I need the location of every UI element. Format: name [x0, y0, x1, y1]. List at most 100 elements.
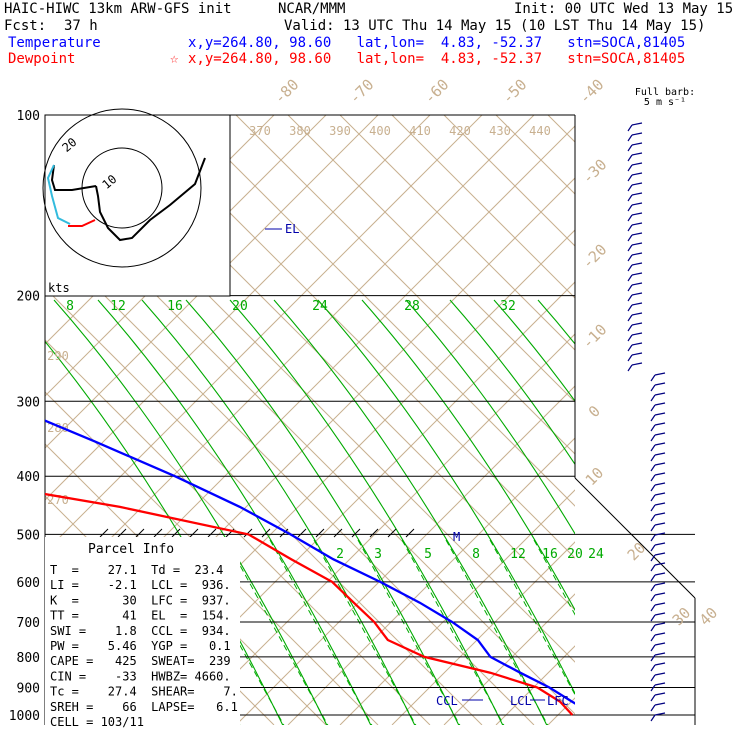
temperature-profile: [45, 419, 575, 705]
parcel-row: CIN = -33 HWBZ= 4660.: [50, 669, 231, 683]
lcl-label: LCL: [510, 694, 532, 708]
hatch-mark: [135, 528, 145, 538]
diagonal-line: [287, 437, 575, 725]
wind-barb: [627, 204, 633, 212]
wind-barb: [650, 614, 656, 622]
wind-barb: [627, 334, 633, 342]
mixing-ratio-line: [578, 540, 688, 740]
wind-barb: [650, 534, 656, 542]
wind-barb: [631, 162, 643, 166]
moist-adiabat: [361, 299, 575, 612]
temperature-label: -20: [579, 241, 611, 273]
wind-barb: [627, 284, 633, 292]
wind-barb: [654, 392, 666, 396]
wind-barb: [650, 564, 656, 572]
wind-barb: [650, 374, 656, 382]
wind-barb: [650, 544, 656, 552]
valid-time: Valid: 13 UTC Thu 14 May 15 (10 LST Thu …: [284, 18, 706, 34]
wind-barb: [631, 202, 643, 206]
hodograph-trace: [95, 157, 206, 242]
mixing-ratio-label: 20: [567, 547, 583, 562]
mixing-ratio-line: [401, 539, 505, 725]
skew-edge: [574, 477, 696, 599]
wind-barb: [627, 304, 633, 312]
organization: NCAR/MMM: [278, 1, 346, 17]
wind-barb: [627, 134, 633, 142]
theta-label: 370: [249, 124, 271, 138]
wind-barb: [631, 242, 643, 246]
moist-adiabat: [317, 299, 575, 695]
wind-barb: [650, 444, 656, 452]
temperature-label: 10: [582, 464, 608, 490]
wind-barb: [627, 164, 633, 172]
init-time: Init: 00 UTC Wed 13 May 15: [514, 1, 734, 17]
diagonal-line: [391, 115, 575, 299]
hatch-mark: [315, 528, 325, 538]
moist-adiabat: [449, 299, 575, 466]
wind-barb: [631, 122, 643, 126]
moist-adiabat: [229, 299, 504, 725]
mixing-ratio-label: 24: [588, 547, 604, 562]
dewpoint-profile: [45, 492, 574, 716]
wind-barb: [650, 454, 656, 462]
parcel-info-panel: Parcel Info T = 27.1 Td = 23.4LI = -2.1 L…: [45, 537, 240, 729]
wind-barb: [654, 652, 666, 656]
wind-barb: [631, 282, 643, 286]
diagonal-line: [0, 115, 14, 725]
dewpoint-marker-icon: ☆: [170, 51, 179, 67]
wind-barb: [627, 264, 633, 272]
hatch-mark: [99, 528, 109, 538]
parcel-row: Tc = 27.4 SHEAR= 7.: [50, 685, 238, 699]
wind-barb: [654, 642, 666, 646]
wind-barb: [654, 622, 666, 626]
wind-barb: [654, 682, 666, 686]
parcel-panel-bg: [45, 537, 240, 725]
wind-barb: [627, 324, 633, 332]
forecast-label: Fcst:: [4, 18, 47, 34]
pressure-label: 700: [17, 616, 40, 631]
parcel-title: Parcel Info: [88, 542, 174, 557]
wind-barb: [650, 584, 656, 592]
moist-adiabat: [185, 299, 460, 725]
parcel-row: CELL = 103/11: [50, 715, 144, 729]
hatch-mark: [243, 528, 253, 538]
wind-barb: [650, 494, 656, 502]
wind-barb: [650, 654, 656, 662]
wind-barb: [654, 432, 666, 436]
pressure-label: 600: [17, 576, 40, 591]
temperature-label: -30: [579, 156, 611, 188]
parcel-row: SWI = 1.8 CCL = 934.: [50, 624, 231, 638]
wind-barb: [654, 462, 666, 466]
hatch-mark: [117, 528, 127, 538]
wind-barb: [627, 154, 633, 162]
wind-barb: [654, 402, 666, 406]
wind-barb: [650, 514, 656, 522]
wind-barb: [627, 314, 633, 322]
mixing-ratio-label: 2: [336, 547, 344, 562]
hatch-mark: [369, 528, 379, 538]
wind-barb: [650, 574, 656, 582]
pressure-label: 100: [17, 109, 40, 124]
parcel-row: K = 30 LFC = 937.: [50, 593, 231, 607]
forecast-hours: 37 h: [64, 18, 98, 34]
wind-barb: [654, 492, 666, 496]
wind-barbs: Full barb:5 m s⁻¹: [627, 87, 695, 722]
diagonal-line: [45, 235, 535, 725]
wind-barb: [654, 562, 666, 566]
diagonal-line: [600, 115, 740, 725]
temperature-label: 30: [669, 604, 695, 630]
wind-barb: [627, 244, 633, 252]
wind-barb: [627, 234, 633, 242]
parcel-row: LI = -2.1 LCL = 936.: [50, 578, 231, 592]
pressure-label: 1000: [9, 709, 40, 724]
dry-adiabat-label: 290: [47, 349, 69, 363]
theta-label: 430: [489, 124, 511, 138]
wind-barb: [650, 524, 656, 532]
wind-barb: [650, 554, 656, 562]
wind-barb: [650, 474, 656, 482]
el-label: EL: [285, 222, 299, 236]
mixing-ratio-label: 16: [542, 547, 558, 562]
wind-barb: [654, 712, 666, 716]
hatch-mark: [387, 528, 397, 538]
